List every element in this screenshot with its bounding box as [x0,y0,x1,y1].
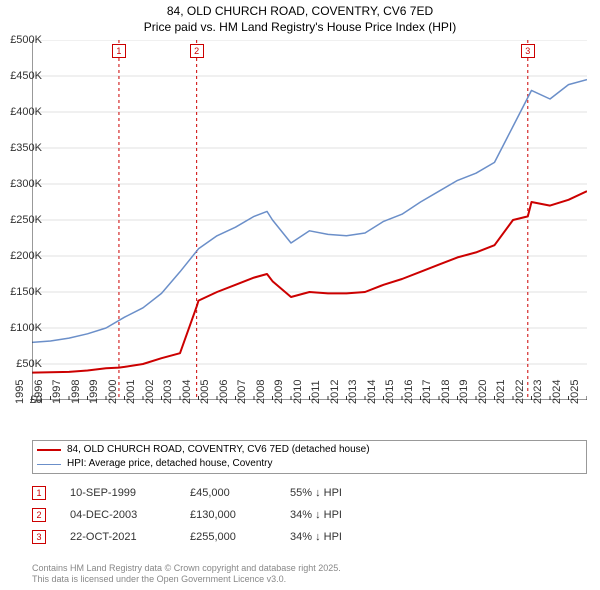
legend-row: 84, OLD CHURCH ROAD, COVENTRY, CV6 7ED (… [37,443,582,457]
event-marker: 3 [521,44,535,58]
x-tick-label: 2022 [514,380,526,404]
x-tick-label: 2003 [162,380,174,404]
line-chart-svg [32,40,587,400]
footer-line-2: This data is licensed under the Open Gov… [32,574,341,586]
marker-table: 1 10-SEP-1999£45,00055% ↓ HPI 2 04-DEC-2003… [32,482,390,548]
marker-price: £130,000 [190,509,290,521]
x-tick-label: 2004 [181,380,193,404]
marker-price: £255,000 [190,531,290,543]
marker-price: £45,000 [190,487,290,499]
x-tick-label: 2023 [532,380,544,404]
x-tick-label: 2021 [495,380,507,404]
x-tick-label: 2007 [236,380,248,404]
x-tick-label: 1997 [51,380,63,404]
x-tick-label: 1998 [70,380,82,404]
marker-date: 04-DEC-2003 [70,509,190,521]
footer-attribution: Contains HM Land Registry data © Crown c… [32,563,341,586]
marker-delta: 55% ↓ HPI [290,487,390,499]
x-tick-label: 2025 [569,380,581,404]
y-tick-label: £300K [10,178,42,190]
chart-area [32,40,587,400]
x-tick-label: 2018 [440,380,452,404]
marker-number: 3 [32,530,46,544]
x-tick-label: 2008 [255,380,267,404]
marker-delta: 34% ↓ HPI [290,509,390,521]
x-tick-label: 1996 [33,380,45,404]
x-tick-label: 2020 [477,380,489,404]
x-tick-label: 2001 [125,380,137,404]
y-tick-label: £150K [10,286,42,298]
title-line-1: 84, OLD CHURCH ROAD, COVENTRY, CV6 7ED [0,4,600,20]
y-tick-label: £350K [10,142,42,154]
chart-title-block: 84, OLD CHURCH ROAD, COVENTRY, CV6 7ED P… [0,0,600,35]
marker-date: 10-SEP-1999 [70,487,190,499]
x-tick-label: 2009 [273,380,285,404]
marker-date: 22-OCT-2021 [70,531,190,543]
marker-table-row: 2 04-DEC-2003£130,00034% ↓ HPI [32,504,390,526]
x-tick-label: 2017 [421,380,433,404]
legend-swatch [37,449,61,451]
x-tick-label: 2024 [551,380,563,404]
marker-number: 2 [32,508,46,522]
legend-label: HPI: Average price, detached house, Cove… [67,457,273,471]
x-tick-label: 1995 [14,380,26,404]
x-tick-label: 2005 [199,380,211,404]
x-tick-label: 2012 [329,380,341,404]
marker-delta: 34% ↓ HPI [290,531,390,543]
footer-line-1: Contains HM Land Registry data © Crown c… [32,563,341,575]
x-tick-label: 2010 [292,380,304,404]
y-tick-label: £50K [16,358,42,370]
y-tick-label: £100K [10,322,42,334]
legend: 84, OLD CHURCH ROAD, COVENTRY, CV6 7ED (… [32,440,587,474]
y-tick-label: £400K [10,106,42,118]
y-tick-label: £250K [10,214,42,226]
x-tick-label: 2015 [384,380,396,404]
y-tick-label: £500K [10,34,42,46]
marker-table-row: 1 10-SEP-1999£45,00055% ↓ HPI [32,482,390,504]
y-tick-label: £450K [10,70,42,82]
title-line-2: Price paid vs. HM Land Registry's House … [0,20,600,36]
marker-table-row: 3 22-OCT-2021£255,00034% ↓ HPI [32,526,390,548]
x-tick-label: 2000 [107,380,119,404]
legend-row: HPI: Average price, detached house, Cove… [37,457,582,471]
event-marker: 1 [112,44,126,58]
legend-swatch [37,464,61,465]
x-tick-label: 2006 [218,380,230,404]
x-tick-label: 2011 [310,380,322,404]
x-tick-label: 2013 [347,380,359,404]
marker-number: 1 [32,486,46,500]
x-tick-label: 2016 [403,380,415,404]
legend-label: 84, OLD CHURCH ROAD, COVENTRY, CV6 7ED (… [67,443,370,457]
x-tick-label: 2019 [458,380,470,404]
event-marker: 2 [190,44,204,58]
y-tick-label: £200K [10,250,42,262]
x-tick-label: 2014 [366,380,378,404]
x-tick-label: 2002 [144,380,156,404]
x-tick-label: 1999 [88,380,100,404]
